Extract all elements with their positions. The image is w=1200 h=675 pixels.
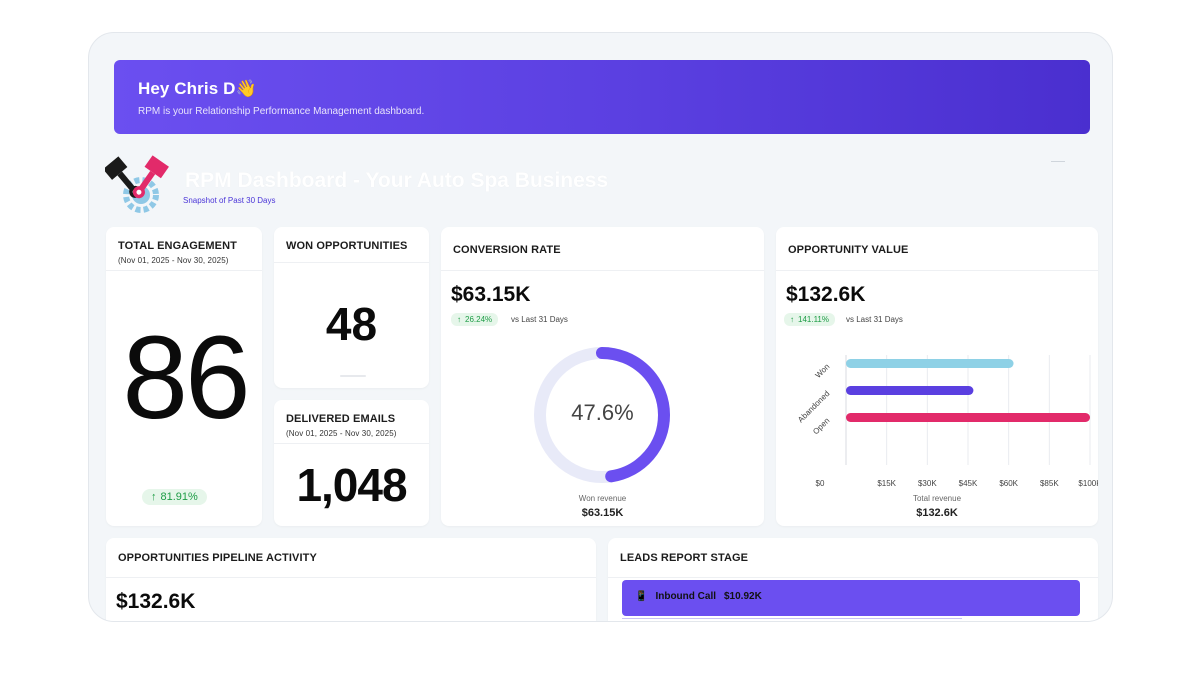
footer-label: Total revenue (912, 494, 962, 503)
arrow-up-icon: ↑ (457, 315, 461, 324)
engagement-value: 86 (122, 312, 250, 444)
leads-report-card: LEADS REPORT STAGE 📱 Inbound Call $10.92K (608, 538, 1098, 621)
x-tick-label: $85K (1040, 479, 1059, 487)
x-tick-label: $100K (1078, 479, 1098, 487)
footer-value: $132.6K (916, 507, 958, 519)
dashboard-title: RPM Dashboard - Your Auto Spa Business (185, 169, 609, 192)
card-header: LEADS REPORT STAGE (608, 538, 1098, 578)
footer-value: $63.15K (581, 507, 624, 519)
footer-label: Won revenue (578, 494, 627, 503)
bar-abandoned[interactable] (846, 386, 974, 395)
bar-won[interactable] (846, 359, 1014, 368)
engagement-change-badge: ↑ 81.91% (142, 489, 207, 505)
dashboard-frame: Hey Chris D👋 RPM is your Relationship Pe… (88, 32, 1113, 622)
x-tick-label: $15K (877, 479, 896, 487)
y-tick-label: Won (814, 362, 832, 380)
pipeline-amount: $132.6K (116, 590, 196, 613)
card-title: LEADS REPORT STAGE (620, 552, 749, 564)
bar-open[interactable] (846, 413, 1090, 422)
auto-spa-logo (105, 155, 169, 213)
phone-icon: 📱 (635, 591, 648, 602)
card-header: WON OPPORTUNITIES (274, 227, 429, 263)
x-tick-label: $0 (816, 479, 825, 487)
lead-stage-label: Inbound Call (655, 591, 716, 602)
change-value: 141.11% (798, 315, 829, 324)
conversion-amount: $63.15K (451, 283, 531, 306)
opportunity-value-card: OPPORTUNITY VALUE $132.6K ↑ 141.11% vs L… (776, 227, 1098, 526)
opportunity-amount: $132.6K (786, 283, 866, 306)
arrow-up-icon: ↑ (790, 315, 794, 324)
card-header: DELIVERED EMAILS (Nov 01, 2025 - Nov 30,… (274, 400, 429, 444)
scroll-handle (340, 375, 366, 377)
date-range: (Nov 01, 2025 - Nov 30, 2025) (118, 256, 229, 265)
lead-stage-bar[interactable]: 📱 Inbound Call $10.92K (622, 580, 1080, 616)
lead-stage-value: $10.92K (724, 591, 762, 602)
y-tick-label: Open (811, 416, 831, 436)
total-engagement-card: TOTAL ENGAGEMENT (Nov 01, 2025 - Nov 30,… (106, 227, 262, 526)
conversion-donut-chart (534, 347, 670, 483)
x-tick-label: $30K (918, 479, 937, 487)
change-value: 81.91% (160, 491, 198, 503)
card-title: DELIVERED EMAILS (286, 413, 396, 425)
compare-label: vs Last 31 Days (511, 315, 568, 324)
dashboard-subtitle: Snapshot of Past 30 Days (183, 196, 276, 205)
won-opportunities-value: 48 (325, 298, 378, 350)
lead-stage-underline (622, 618, 962, 619)
card-title: OPPORTUNITIES PIPELINE ACTIVITY (118, 552, 317, 564)
card-title: WON OPPORTUNITIES (286, 240, 408, 252)
card-header: TOTAL ENGAGEMENT (Nov 01, 2025 - Nov 30,… (106, 227, 262, 271)
card-title: CONVERSION RATE (453, 244, 561, 256)
pipeline-activity-card: OPPORTUNITIES PIPELINE ACTIVITY $132.6K (106, 538, 596, 621)
opportunity-change-badge: ↑ 141.11% (784, 313, 835, 326)
conversion-change-badge: ↑ 26.24% (451, 313, 499, 326)
arrow-up-icon: ↑ (151, 491, 157, 503)
card-title: TOTAL ENGAGEMENT (118, 240, 237, 252)
delivered-emails-card: DELIVERED EMAILS (Nov 01, 2025 - Nov 30,… (274, 400, 429, 526)
won-opportunities-card: WON OPPORTUNITIES 48 (274, 227, 429, 388)
card-header: OPPORTUNITIES PIPELINE ACTIVITY (106, 538, 596, 578)
conversion-rate-card: CONVERSION RATE $63.15K ↑ 26.24% vs Last… (441, 227, 764, 526)
greeting: Hey Chris D👋 (138, 79, 257, 98)
card-title: OPPORTUNITY VALUE (788, 244, 909, 256)
delivered-emails-value: 1,048 (296, 459, 407, 511)
x-tick-label: $45K (959, 479, 978, 487)
divider (1051, 161, 1065, 162)
donut-progress-arc (534, 347, 670, 483)
card-header: OPPORTUNITY VALUE (776, 227, 1098, 271)
x-tick-label: $60K (999, 479, 1018, 487)
change-value: 26.24% (465, 315, 493, 324)
banner-subtitle: RPM is your Relationship Performance Man… (138, 106, 425, 117)
opportunity-bar-chart: $0$15K$30K$45K$60K$85K$100KWonAbandonedO… (796, 355, 1098, 487)
welcome-banner: Hey Chris D👋 RPM is your Relationship Pe… (114, 60, 1090, 134)
date-range: (Nov 01, 2025 - Nov 30, 2025) (286, 429, 397, 438)
compare-label: vs Last 31 Days (846, 315, 903, 324)
donut-percent: 47.6% (571, 400, 634, 425)
card-header: CONVERSION RATE (441, 227, 764, 271)
